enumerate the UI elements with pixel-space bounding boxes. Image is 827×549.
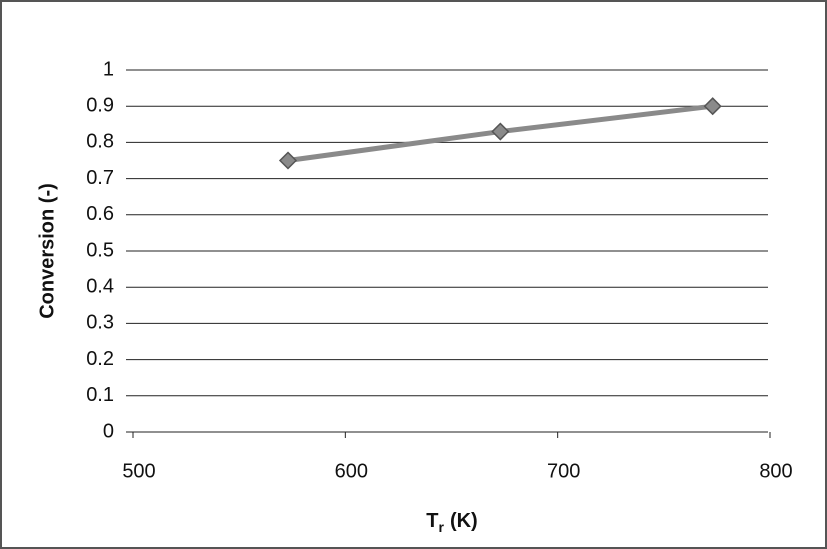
chart: Conversion (-) Tr (K) 0 0.1 0.2 0.3 0.4 0.5 0.6… xyxy=(0,0,827,549)
x-tick-label: 600 xyxy=(335,460,368,482)
y-tick-label: 0.4 xyxy=(86,275,114,297)
page: {"chart_data": {"type": "line", "ylabel"… xyxy=(0,0,827,549)
y-tick-label: 0.1 xyxy=(86,384,114,406)
y-tick-label: 1 xyxy=(103,58,114,80)
y-tick-label: 0.2 xyxy=(86,348,114,370)
y-tick-label: 0.8 xyxy=(86,131,114,153)
x-tick-label: 800 xyxy=(759,460,792,482)
x-tick-label: 700 xyxy=(547,460,580,482)
x-tick-label: 500 xyxy=(122,460,155,482)
x-axis-label: Tr (K) xyxy=(426,510,477,534)
y-tick-label: 0.3 xyxy=(86,312,114,334)
x-label-main: T xyxy=(426,510,438,532)
y-tick-label: 0 xyxy=(103,420,114,442)
y-axis-label: Conversion (-) xyxy=(36,183,58,319)
x-label-unit: (K) xyxy=(450,510,478,532)
y-tick-label: 0.5 xyxy=(86,239,114,261)
y-tick-label: 0.6 xyxy=(86,203,114,225)
x-label-sub: r xyxy=(439,519,445,535)
y-tick-label: 0.7 xyxy=(86,167,114,189)
y-tick-label: 0.9 xyxy=(86,94,114,116)
